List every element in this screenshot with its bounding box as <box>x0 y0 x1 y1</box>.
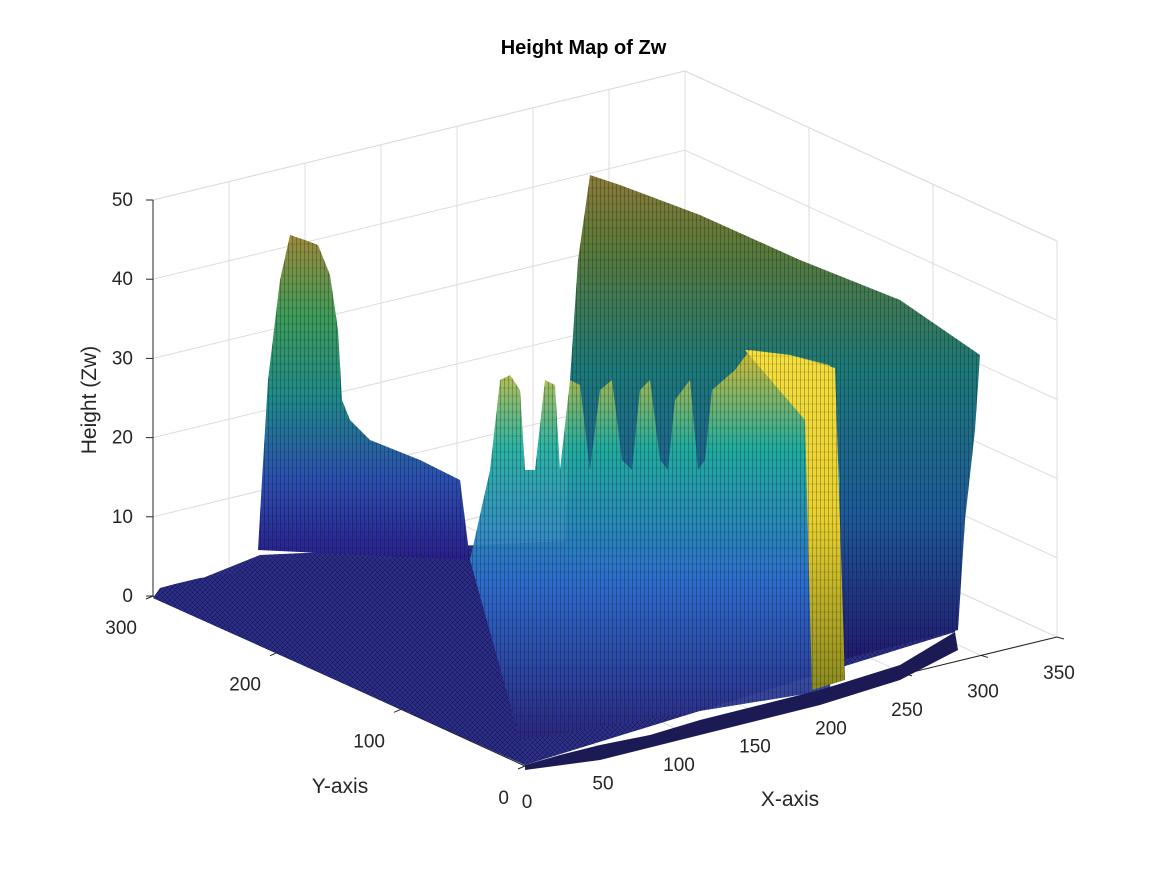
x-axis-label: X-axis <box>761 788 819 811</box>
z-tick-label: 40 <box>112 269 133 290</box>
y-tick-label: 0 <box>498 788 509 809</box>
y-axis-label: Y-axis <box>312 775 368 798</box>
y-tick-label: 300 <box>105 618 137 639</box>
z-tick-label: 0 <box>122 586 133 607</box>
y-tick-mark <box>269 652 278 657</box>
grid-line-z-side <box>684 149 1058 321</box>
x-tick-label: 50 <box>592 774 613 795</box>
y-tick-label: 100 <box>353 731 385 752</box>
z-tick-label: 30 <box>112 348 133 369</box>
y-tick-mark <box>517 765 526 770</box>
y-tick-label: 200 <box>229 675 261 696</box>
x-tick-label: 0 <box>522 792 533 813</box>
grid-line-z-back <box>152 149 686 280</box>
x-tick-label: 100 <box>663 755 695 776</box>
x-tick-label: 350 <box>1043 663 1075 684</box>
wall-top-edge-side <box>684 70 1058 242</box>
x-tick-label: 150 <box>739 737 771 758</box>
chart-title: Height Map of Zw <box>500 37 667 59</box>
wall-top-edge <box>152 70 686 201</box>
axis-labels: X-axis Y-axis Height (Zw) <box>78 346 819 811</box>
z-tick-label: 50 <box>112 190 133 211</box>
z-tick-label: 20 <box>112 428 133 449</box>
x-tick-mark <box>1056 636 1065 640</box>
surface-plot <box>153 175 980 770</box>
z-axis-label: Height (Zw) <box>78 346 101 455</box>
x-tick-mark <box>980 654 989 658</box>
x-tick-label: 300 <box>967 681 999 702</box>
z-tick-label: 10 <box>112 507 133 528</box>
tick-labels: 0 50 100 150 200 250 300 350 0 100 200 300 0 10 20 30 40… <box>105 190 1075 813</box>
x-tick-label: 200 <box>815 718 847 739</box>
y-tick-mark <box>393 708 402 713</box>
x-tick-label: 250 <box>891 700 923 721</box>
